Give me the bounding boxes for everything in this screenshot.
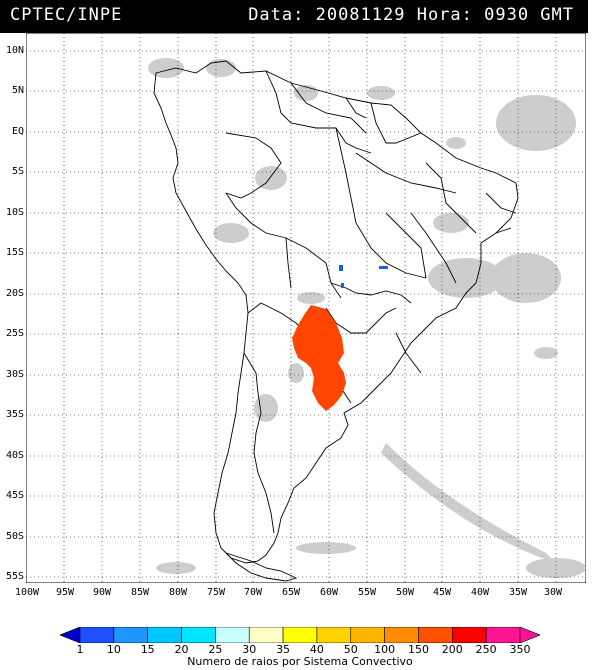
lon-label: 65W	[281, 587, 301, 598]
colorbar-tick-label: 200	[441, 643, 463, 656]
lat-label: 5N	[11, 85, 24, 96]
lon-label: 70W	[243, 587, 263, 598]
lat-label: 35S	[5, 409, 24, 420]
convective-system-red	[292, 305, 346, 411]
colorbar-cell	[113, 627, 148, 643]
datetime-label: Data: 20081129 Hora: 0930 GMT	[248, 5, 574, 25]
convective-system-blue	[339, 265, 388, 288]
colorbar-tick-label: 350	[509, 643, 531, 656]
colorbar-cell	[485, 627, 521, 643]
colorbar-cell	[282, 627, 318, 643]
lon-label: 90W	[92, 587, 112, 598]
map-panel	[26, 33, 586, 583]
lat-label: 10S	[5, 207, 24, 218]
lon-label: 60W	[319, 587, 339, 598]
colorbar-cell	[452, 627, 487, 643]
colorbar-cell	[418, 627, 453, 643]
lon-label: 55W	[357, 587, 377, 598]
colorbar-tick-label: 40	[309, 643, 324, 656]
lat-label: 5S	[11, 166, 24, 177]
colorbar-tick-label: 15	[140, 643, 155, 656]
lon-label: 35W	[508, 587, 528, 598]
colorbar-cell	[350, 627, 385, 643]
lat-label: 45S	[5, 490, 24, 501]
lat-label: 20S	[5, 288, 24, 299]
lon-label: 45W	[432, 587, 452, 598]
lat-label: 40S	[5, 450, 24, 461]
lat-label: 30S	[5, 369, 24, 380]
colorbar-tick-label: 50	[343, 643, 358, 656]
lat-label: 55S	[5, 571, 24, 582]
lon-label: 30W	[543, 587, 563, 598]
colorbar-cell	[215, 627, 250, 643]
colorbar-tick-label: 250	[475, 643, 497, 656]
colorbar-tick-label: 10	[106, 643, 121, 656]
lat-label: 25S	[5, 328, 24, 339]
colorbar-tick-label: 150	[407, 643, 429, 656]
lat-label: EQ	[11, 126, 24, 137]
title-bar: CPTEC/INPE Data: 20081129 Hora: 0930 GMT	[0, 0, 588, 33]
agency-label: CPTEC/INPE	[10, 5, 123, 25]
colorbar-tick-label: 100	[374, 643, 396, 656]
lon-label: 75W	[206, 587, 226, 598]
colorbar-cell	[384, 627, 419, 643]
colorbar-arrow-right	[519, 627, 540, 643]
lat-label: 50S	[5, 531, 24, 542]
lon-label: 80W	[168, 587, 188, 598]
colorbar-arrow-left	[60, 627, 81, 643]
south-america-map	[26, 33, 586, 583]
colorbar-tick-label: 1	[76, 643, 84, 656]
lat-lon-grid	[26, 33, 586, 583]
lon-label: 40W	[470, 587, 490, 598]
colorbar-tick-label: 25	[208, 643, 223, 656]
lat-label: 15S	[5, 247, 24, 258]
colorbar-cell	[248, 627, 284, 643]
colorbar-tick-label: 35	[276, 643, 291, 656]
lon-label: 100W	[14, 587, 40, 598]
colorbar-cell	[79, 627, 115, 643]
lon-label: 85W	[130, 587, 150, 598]
colorbar-title: Numero de raios por Sistema Convectivo	[187, 655, 413, 668]
colorbar-cell	[316, 627, 352, 643]
lon-label: 95W	[55, 587, 75, 598]
colorbar-tick-label: 30	[242, 643, 257, 656]
colorbar	[60, 627, 540, 643]
lon-label: 50W	[395, 587, 415, 598]
colorbar-cell	[181, 627, 216, 643]
lat-label: 10N	[5, 45, 24, 56]
colorbar-tick-label: 20	[174, 643, 189, 656]
colorbar-cells	[79, 627, 521, 643]
colorbar-cell	[147, 627, 182, 643]
